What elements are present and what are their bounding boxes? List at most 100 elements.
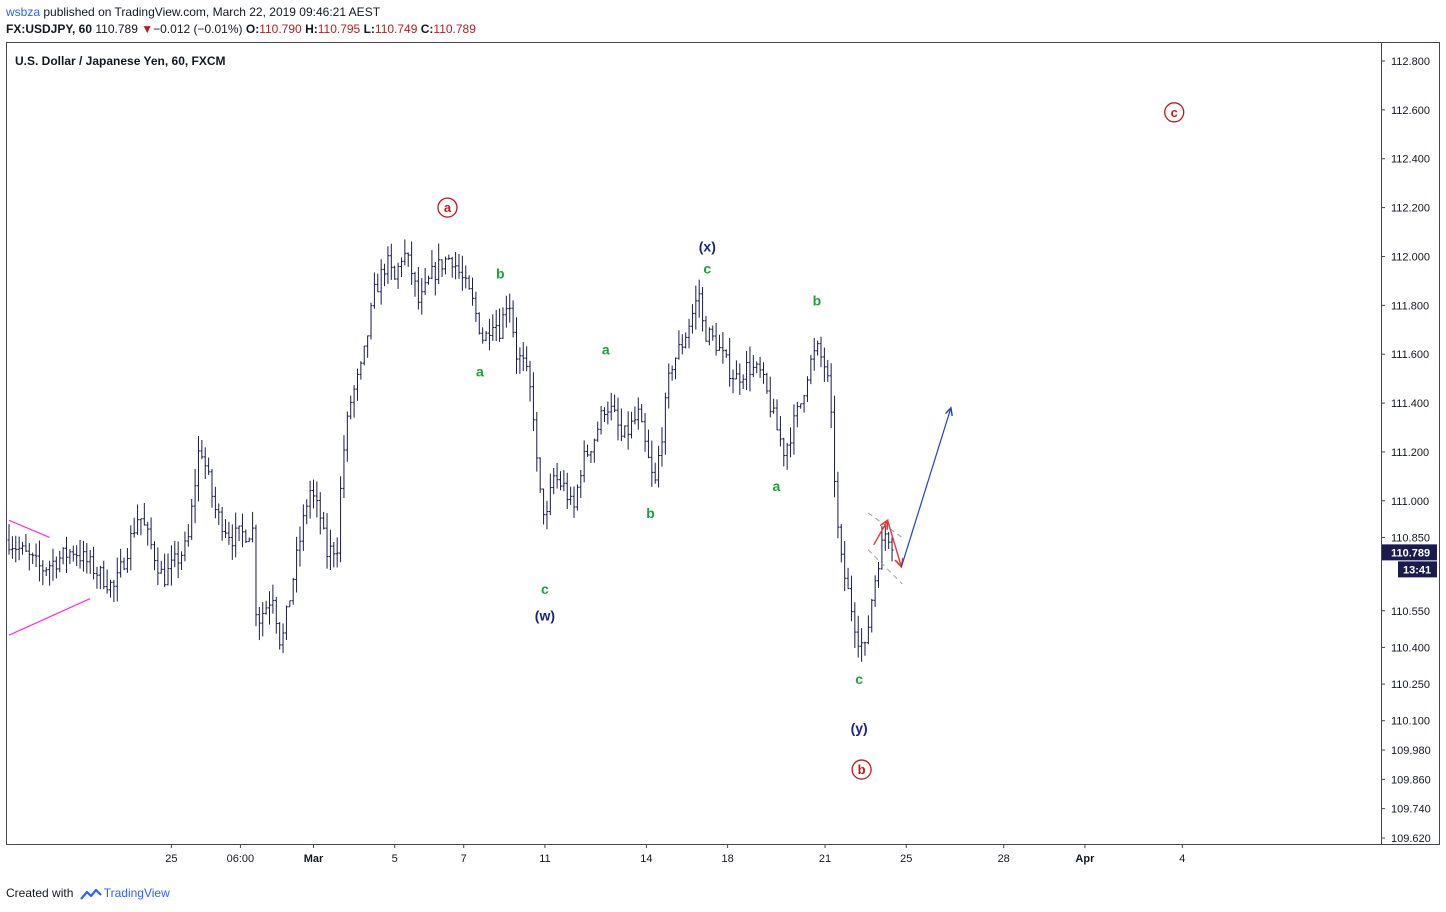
- ohlc-bar: [667, 363, 671, 409]
- ohlc-bar: [778, 415, 782, 447]
- ohlc-bar: [278, 622, 282, 650]
- ohlc-bar: [782, 437, 786, 467]
- ohlc-bar: [846, 567, 850, 590]
- ohlc-bar: [291, 577, 295, 605]
- wave-label-green: c: [855, 671, 863, 687]
- ohlc-bar: [887, 531, 891, 550]
- ohlc-bar: [7, 524, 11, 555]
- ohlc-bar: [816, 340, 820, 356]
- ohlc-bar: [521, 341, 525, 372]
- ohlc-bar: [734, 360, 738, 380]
- x-tick-label: 25: [900, 853, 912, 865]
- ohlc-bar: [833, 395, 837, 498]
- ohlc-bar: [822, 347, 826, 382]
- ohlc-bar: [146, 521, 150, 546]
- chart-title: U.S. Dollar / Japanese Yen, 60, FXCM: [15, 54, 226, 68]
- wave-circle: [1164, 102, 1185, 123]
- ohlc-bar: [538, 457, 542, 494]
- chart-border: [6, 42, 1440, 845]
- ohlc-bar: [748, 346, 752, 392]
- tradingview-link[interactable]: TradingView: [103, 886, 170, 900]
- wave-label-green: a: [772, 478, 780, 494]
- ohlc-bar: [728, 338, 732, 387]
- ohlc-bar: [274, 596, 278, 634]
- price-chart[interactable]: U.S. Dollar / Japanese Yen, 60, FXCM 112.…: [6, 42, 1440, 874]
- ohlc-bar: [718, 334, 721, 351]
- x-tick-label: 11: [539, 853, 550, 865]
- low-value: 110.749: [374, 22, 418, 36]
- ohlc-bar: [518, 347, 522, 374]
- ohlc-bar: [54, 556, 58, 579]
- ohlc-bar: [548, 473, 552, 516]
- ohlc-bar: [599, 405, 603, 435]
- y-tick-label: 109.860: [1391, 774, 1431, 786]
- ohlc-bar: [142, 502, 146, 526]
- ohlc-bar: [257, 606, 261, 641]
- ohlc-bar: [785, 442, 789, 470]
- wave-label-green: a: [476, 363, 484, 379]
- ohlc-bar: [772, 398, 776, 414]
- ohlc-bar: [531, 372, 535, 432]
- ohlc-bar: [731, 369, 735, 394]
- ohlc-bar: [575, 484, 579, 511]
- ohlc-bar: [660, 427, 664, 467]
- ohlc-bar: [467, 275, 471, 290]
- ohlc-bar: [119, 548, 123, 578]
- author-link[interactable]: wsbza: [6, 5, 41, 19]
- ohlc-bar: [690, 304, 694, 334]
- ohlc-bar: [21, 541, 25, 555]
- wave-circle: [437, 197, 458, 218]
- ohlc-bar: [474, 291, 478, 322]
- ohlc-bar: [745, 350, 749, 391]
- ohlc-bar: [268, 591, 272, 625]
- ohlc-bar: [579, 469, 583, 499]
- chart-area[interactable]: U.S. Dollar / Japanese Yen, 60, FXCM 112.…: [6, 42, 1440, 874]
- ohlc-bar: [271, 584, 275, 614]
- ohlc-bar: [721, 332, 725, 364]
- ohlc-bar: [217, 503, 221, 525]
- ohlc-bar: [68, 549, 72, 565]
- ohlc-bar: [413, 271, 417, 297]
- ohlc-bar: [352, 385, 356, 418]
- ohlc-bar: [572, 486, 576, 518]
- ohlc-bar: [308, 480, 312, 519]
- ohlc-bar: [606, 401, 610, 425]
- x-tick-label: 18: [721, 853, 733, 865]
- ohlc-bar: [619, 408, 623, 442]
- ohlc-bar: [555, 462, 559, 489]
- ohlc-bar: [355, 368, 359, 401]
- symbol-name[interactable]: FX:USDJPY, 60: [6, 22, 93, 36]
- ohlc-bar: [626, 411, 630, 450]
- y-tick-label: 111.800: [1391, 300, 1429, 312]
- ohlc-bar: [477, 312, 481, 335]
- ohlc-bar: [437, 243, 441, 285]
- ohlc-bar: [640, 403, 644, 423]
- ohlc-bar: [443, 256, 447, 275]
- wave-label-green: b: [646, 505, 655, 521]
- ohlc-bar: [653, 462, 657, 484]
- y-tick-label: 112.800: [1391, 56, 1430, 68]
- ohlc-bar: [613, 394, 617, 413]
- ohlc-bar: [349, 395, 353, 420]
- ohlc-bar: [10, 536, 14, 559]
- y-tick-label: 112.600: [1391, 105, 1430, 117]
- tradingview-logo-icon: [79, 888, 102, 900]
- ohlc-bar: [795, 401, 799, 428]
- countdown-label: 13:41: [1403, 564, 1431, 576]
- ohlc-bar: [166, 553, 170, 586]
- ohlc-bar: [812, 337, 816, 371]
- ohlc-bar: [707, 327, 711, 346]
- ohlc-bar: [362, 345, 366, 366]
- ohlc-bar: [220, 506, 224, 541]
- triangle-lower-line: [8, 598, 91, 636]
- countdown-tag: [1398, 561, 1437, 578]
- ohlc-bar: [335, 537, 339, 568]
- ohlc-bar: [596, 421, 600, 442]
- ohlc-bar: [122, 557, 126, 571]
- ohlc-bar: [860, 628, 864, 662]
- ohlc-bar: [102, 560, 106, 590]
- y-tick-label: 110.100: [1391, 716, 1430, 728]
- current-price-tag: [1382, 544, 1437, 561]
- ohlc-bar: [24, 533, 28, 553]
- published-text: published on TradingView.com, March 22, …: [43, 5, 381, 19]
